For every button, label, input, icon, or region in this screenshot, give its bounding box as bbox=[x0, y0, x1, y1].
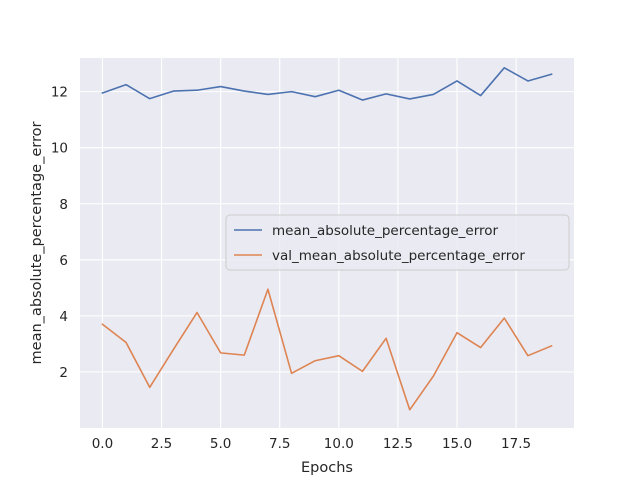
x-tick-label: 7.5 bbox=[269, 436, 290, 452]
x-axis-label: Epochs bbox=[301, 460, 353, 476]
y-tick-label: 10 bbox=[51, 141, 68, 157]
x-tick-label: 5.0 bbox=[210, 436, 231, 452]
x-tick-label: 0.0 bbox=[92, 436, 113, 452]
series-line-1 bbox=[101, 67, 553, 101]
y-tick-label: 6 bbox=[59, 253, 68, 269]
legend-label: val_mean_absolute_percentage_error bbox=[272, 248, 525, 264]
y-tick-label: 12 bbox=[51, 85, 68, 101]
y-tick-label: 4 bbox=[59, 309, 68, 325]
series-line-2 bbox=[101, 288, 553, 411]
x-tick-labels: 0.0 2.5 5.0 7.5 10.0 12.5 15.0 17.5 bbox=[92, 436, 531, 452]
y-axis-label: mean_absolute_percentage_error bbox=[29, 122, 45, 365]
y-tick-label: 2 bbox=[59, 365, 68, 381]
y-tick-label: 8 bbox=[59, 197, 68, 213]
series-lines bbox=[101, 67, 553, 411]
x-tick-label: 15.0 bbox=[442, 436, 472, 452]
legend-box bbox=[225, 214, 570, 271]
x-tick-label: 2.5 bbox=[151, 436, 172, 452]
x-tick-label: 10.0 bbox=[324, 436, 354, 452]
legend: mean_absolute_percentage_error val_mean_a… bbox=[225, 214, 570, 271]
y-tick-labels: 2 4 6 8 10 12 bbox=[51, 85, 68, 381]
x-tick-label: 17.5 bbox=[501, 436, 531, 452]
legend-label: mean_absolute_percentage_error bbox=[272, 223, 499, 239]
x-tick-label: 12.5 bbox=[383, 436, 413, 452]
